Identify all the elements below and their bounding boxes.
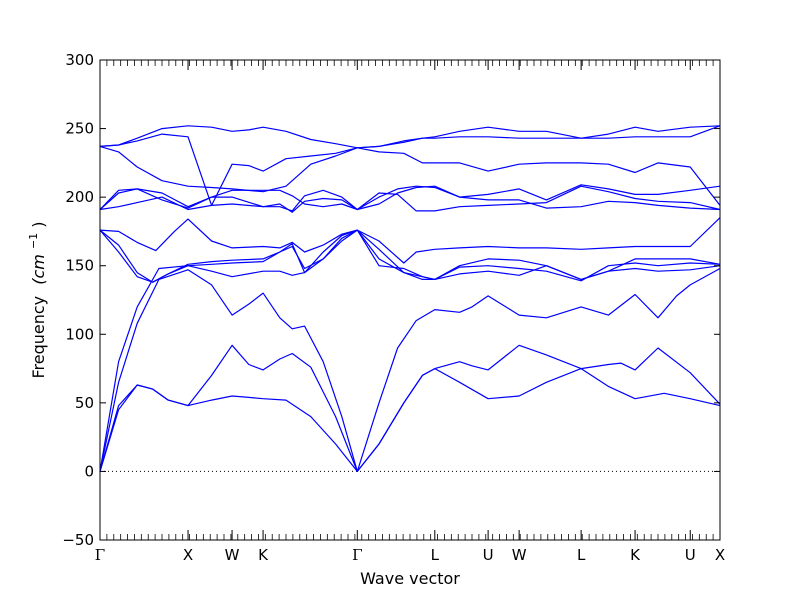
x-tick-label: L: [431, 546, 440, 564]
x-tick-label: X: [183, 546, 193, 564]
y-tick-label: −50: [62, 531, 94, 549]
y-tick-label: 50: [75, 394, 94, 412]
y-tick-label: 100: [65, 325, 94, 343]
y-tick-label: 200: [65, 188, 94, 206]
x-tick-label: W: [512, 546, 527, 564]
y-axis-label-text: Frequency: [29, 296, 48, 379]
band-line-3: [99, 267, 721, 472]
y-tick-label: 150: [65, 257, 94, 275]
y-axis-label: Frequency (cm −1 ): [22, 221, 48, 378]
band-line-10: [99, 184, 721, 212]
x-tick-label: K: [258, 546, 269, 564]
y-axis-label-close: ): [29, 221, 48, 227]
x-axis-label: Wave vector: [360, 569, 460, 588]
y-tick-label: 0: [84, 462, 94, 480]
band-line-8: [99, 185, 721, 213]
band-line-9: [99, 185, 721, 211]
x-tick-label: W: [225, 546, 240, 564]
x-tick-label: U: [685, 546, 696, 564]
x-tick-label: L: [577, 546, 586, 564]
x-tick-label: U: [483, 546, 494, 564]
plot-frame: [99, 59, 721, 541]
y-axis-label-unit: (cm: [29, 254, 48, 285]
x-tick-label: Γ: [95, 546, 105, 564]
x-tick-label: X: [715, 546, 725, 564]
x-tick-label: Γ: [352, 546, 362, 564]
band-line-13: [99, 125, 721, 149]
band-line-7: [99, 217, 721, 264]
y-tick-label: 300: [65, 51, 94, 69]
band-line-11: [99, 145, 721, 206]
y-tick-label: 250: [65, 120, 94, 138]
band-line-2: [99, 344, 721, 472]
y-axis-label-exponent: −1: [27, 233, 40, 249]
band-series-group: [99, 125, 721, 472]
x-minor-ticks: [99, 60, 721, 540]
x-tick-label: K: [630, 546, 641, 564]
